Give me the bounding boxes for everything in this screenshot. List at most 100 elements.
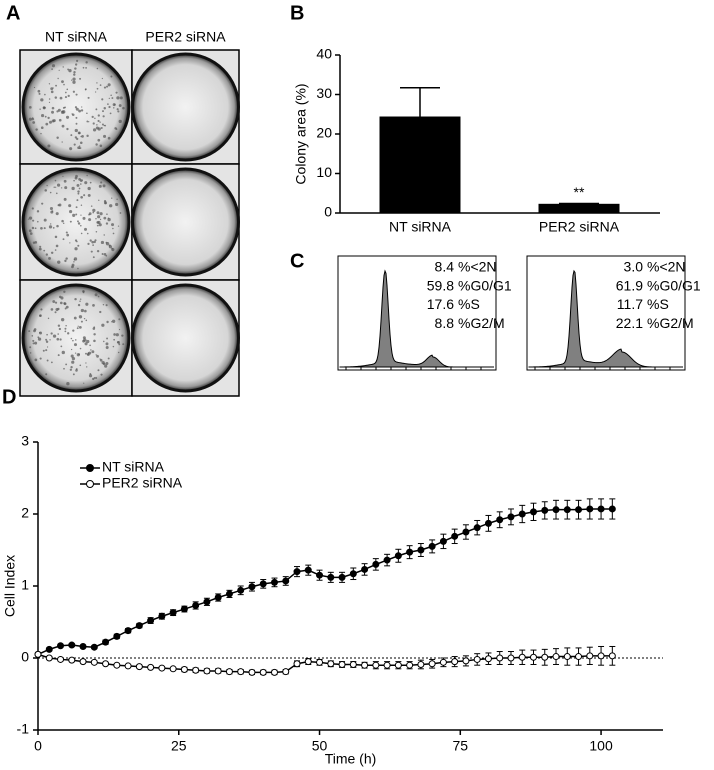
colony (81, 135, 84, 138)
colony (59, 338, 62, 341)
colony (83, 194, 86, 197)
colony (87, 96, 90, 99)
colony (90, 349, 92, 351)
point (259, 668, 267, 676)
point (102, 638, 110, 646)
colony (57, 333, 60, 335)
colony (101, 253, 104, 256)
colony (105, 304, 108, 307)
colony (74, 106, 78, 109)
point (563, 653, 571, 661)
colony (56, 110, 59, 113)
colony (69, 147, 73, 151)
colony (97, 138, 101, 142)
colony (63, 197, 67, 201)
point (270, 578, 278, 586)
bar (538, 203, 620, 214)
series-line (37, 508, 613, 656)
colony (43, 227, 46, 230)
colony (70, 134, 73, 137)
colony (87, 242, 90, 246)
colony (107, 357, 110, 360)
colony (85, 302, 89, 306)
histogram-frame (337, 255, 497, 371)
colony (99, 310, 102, 314)
colony (99, 84, 102, 86)
colony (105, 254, 108, 257)
colony (32, 339, 35, 342)
colony (44, 115, 47, 118)
colony (63, 367, 65, 370)
point (316, 658, 324, 666)
point (451, 532, 459, 540)
colony (100, 240, 105, 245)
colony (102, 184, 106, 188)
colony (75, 368, 78, 370)
point (586, 652, 594, 660)
point (34, 650, 42, 658)
colony (110, 75, 113, 78)
colony (75, 107, 79, 111)
colony (105, 222, 109, 225)
colony (52, 87, 54, 89)
colony (74, 128, 78, 133)
colony (74, 239, 78, 242)
point (428, 542, 436, 550)
colony (115, 333, 119, 337)
colony (74, 352, 77, 354)
colony (48, 225, 53, 229)
colony (72, 90, 75, 93)
colony (109, 112, 112, 115)
colony (48, 98, 51, 100)
colony (73, 257, 78, 261)
point (68, 641, 76, 649)
point (225, 590, 233, 598)
colony (113, 333, 116, 336)
point (383, 556, 391, 564)
colony (93, 240, 96, 244)
colony (72, 213, 76, 217)
colony (111, 321, 113, 323)
colony (77, 222, 81, 225)
colony (57, 108, 61, 112)
colony (34, 358, 38, 362)
colony (65, 305, 69, 309)
colony (117, 225, 120, 227)
colony (78, 325, 82, 329)
point (327, 660, 335, 668)
histogram (528, 269, 683, 368)
colony (48, 83, 51, 85)
colony (73, 343, 78, 347)
panel-label: D (2, 386, 16, 408)
colony (66, 88, 69, 91)
colony (102, 362, 106, 366)
colony (108, 105, 111, 109)
plate (131, 283, 240, 393)
colony (122, 343, 125, 346)
point (428, 660, 436, 668)
colony (98, 184, 102, 188)
point (575, 653, 583, 661)
colony (97, 114, 100, 117)
point (338, 660, 346, 668)
point (90, 643, 98, 651)
colony (79, 347, 82, 350)
colony (82, 216, 86, 220)
point (124, 627, 132, 635)
colony (85, 362, 87, 364)
colony (62, 238, 65, 241)
significance: ** (574, 184, 585, 200)
panel-label: B (290, 2, 304, 24)
colony (47, 317, 50, 320)
colony (80, 214, 82, 216)
colony (97, 369, 100, 372)
colony (95, 218, 97, 220)
colony (79, 147, 82, 149)
point (597, 505, 605, 513)
legend-marker (86, 464, 94, 472)
point (338, 573, 346, 581)
point (113, 661, 121, 669)
colony (42, 106, 46, 109)
colony (72, 339, 74, 342)
plate (131, 52, 240, 162)
